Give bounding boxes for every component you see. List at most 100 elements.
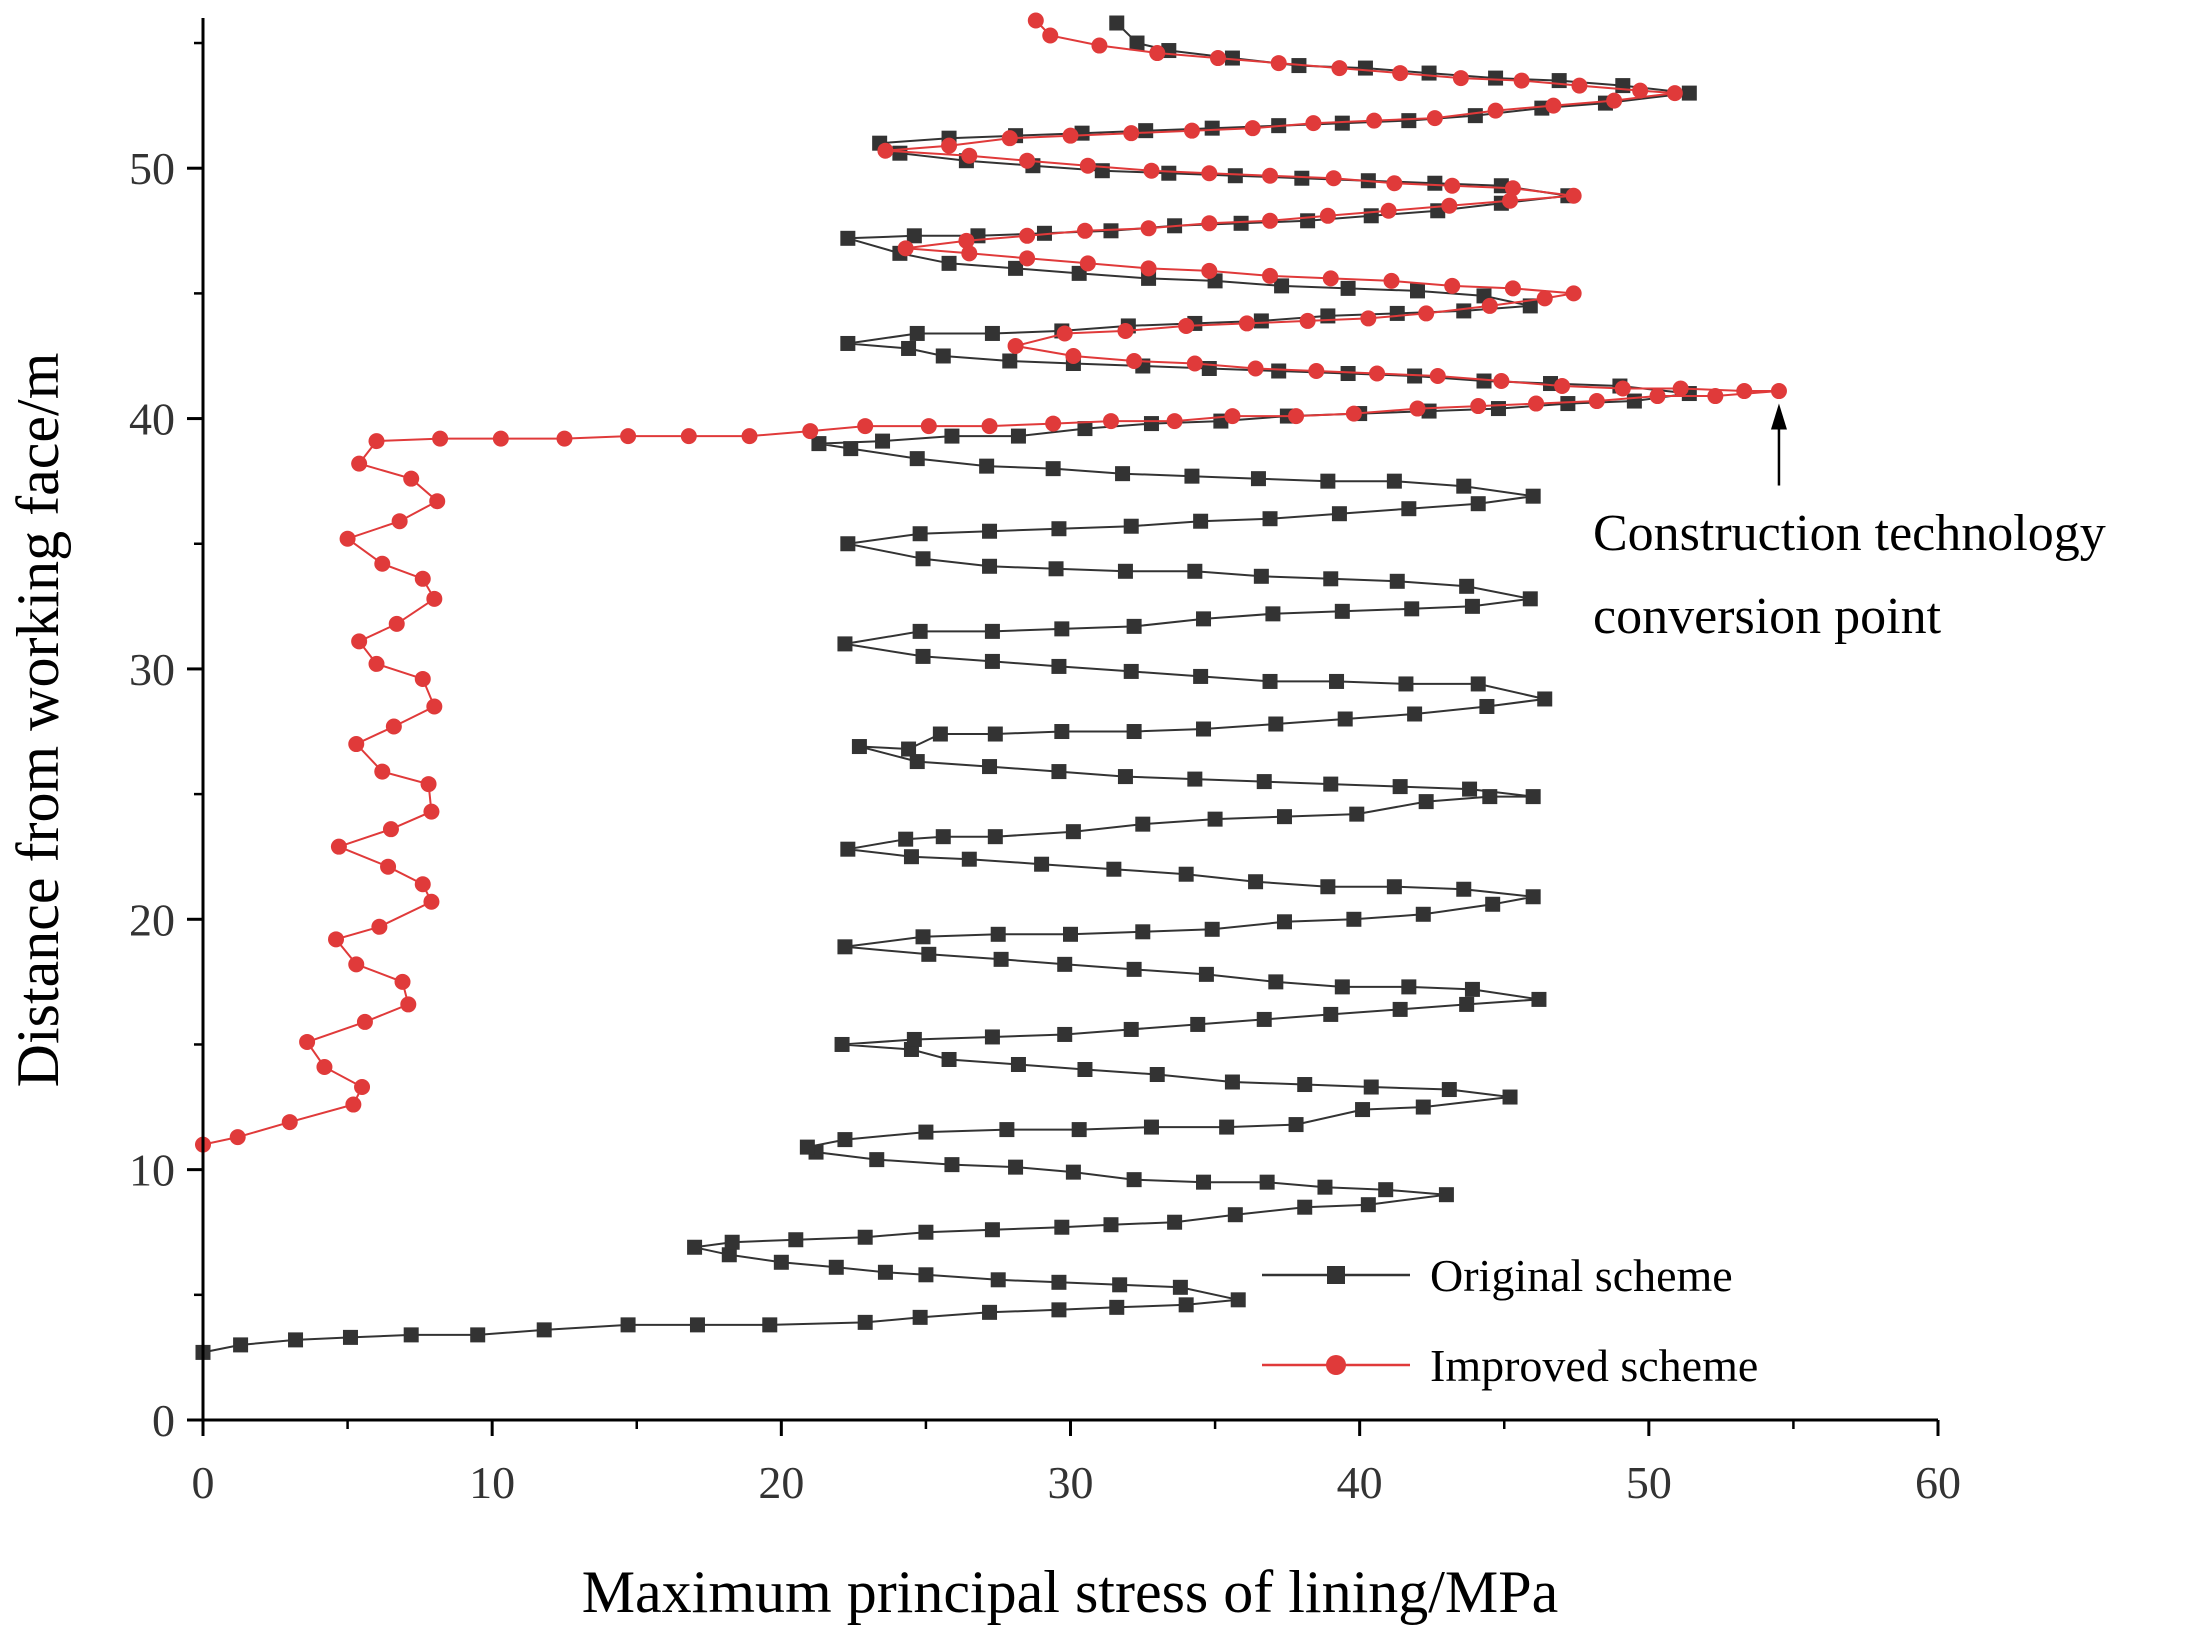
data-point-original-scheme bbox=[840, 335, 856, 351]
data-point-original-scheme bbox=[470, 1327, 486, 1343]
data-point-original-scheme bbox=[834, 1036, 850, 1052]
data-point-original-scheme bbox=[901, 340, 917, 356]
data-point-original-scheme bbox=[1389, 573, 1405, 589]
data-point-original-scheme bbox=[536, 1322, 552, 1338]
data-point-improved-scheme bbox=[1632, 82, 1649, 99]
data-point-improved-scheme bbox=[348, 956, 365, 973]
data-point-improved-scheme bbox=[1493, 373, 1510, 390]
data-point-original-scheme bbox=[840, 230, 856, 246]
data-point-original-scheme bbox=[1196, 721, 1212, 737]
data-point-original-scheme bbox=[935, 829, 951, 845]
data-point-improved-scheme bbox=[1409, 400, 1426, 417]
data-point-original-scheme bbox=[1462, 781, 1478, 797]
data-point-original-scheme bbox=[935, 348, 951, 364]
data-point-improved-scheme bbox=[414, 876, 431, 893]
data-point-improved-scheme bbox=[1487, 102, 1504, 119]
data-point-improved-scheme bbox=[1201, 262, 1218, 279]
data-point-original-scheme bbox=[1297, 1077, 1313, 1093]
data-point-improved-scheme bbox=[1045, 415, 1062, 432]
data-point-improved-scheme bbox=[1288, 408, 1305, 425]
data-point-original-scheme bbox=[1054, 1219, 1070, 1235]
data-point-original-scheme bbox=[1476, 373, 1492, 389]
data-point-original-scheme bbox=[1407, 706, 1423, 722]
data-point-original-scheme bbox=[1331, 506, 1347, 522]
data-point-improved-scheme bbox=[620, 428, 637, 445]
data-point-original-scheme bbox=[1008, 1159, 1024, 1175]
data-point-improved-scheme bbox=[1201, 215, 1218, 232]
data-point-original-scheme bbox=[342, 1329, 358, 1345]
data-point-improved-scheme bbox=[423, 803, 440, 820]
data-point-improved-scheme bbox=[299, 1033, 316, 1050]
y-tick-label: 40 bbox=[129, 394, 175, 445]
data-point-improved-scheme bbox=[1102, 413, 1119, 430]
data-point-original-scheme bbox=[1522, 298, 1538, 314]
data-point-improved-scheme bbox=[374, 763, 391, 780]
data-point-original-scheme bbox=[1363, 1079, 1379, 1095]
data-point-original-scheme bbox=[1207, 811, 1223, 827]
data-point-improved-scheme bbox=[1392, 65, 1409, 82]
data-point-original-scheme bbox=[1378, 1182, 1394, 1198]
x-tick-label: 40 bbox=[1337, 1457, 1383, 1508]
data-point-original-scheme bbox=[1271, 363, 1287, 379]
data-point-improved-scheme bbox=[1345, 405, 1362, 422]
data-point-original-scheme bbox=[875, 433, 891, 449]
data-point-improved-scheme bbox=[1042, 27, 1059, 44]
data-point-improved-scheme bbox=[1117, 322, 1134, 339]
data-point-improved-scheme bbox=[382, 821, 399, 838]
data-point-original-scheme bbox=[1615, 78, 1631, 94]
data-point-original-scheme bbox=[1386, 473, 1402, 489]
data-point-original-scheme bbox=[1103, 223, 1119, 239]
data-point-improved-scheme bbox=[1183, 122, 1200, 139]
x-tick-label: 60 bbox=[1915, 1457, 1961, 1508]
data-point-original-scheme bbox=[840, 841, 856, 857]
data-point-original-scheme bbox=[1106, 861, 1122, 877]
conversion-point-annotation: Construction technology conversion point bbox=[1593, 403, 2106, 645]
data-point-original-scheme bbox=[1346, 911, 1362, 927]
data-point-original-scheme bbox=[1172, 1279, 1188, 1295]
data-point-original-scheme bbox=[1320, 473, 1336, 489]
data-point-original-scheme bbox=[1117, 769, 1133, 785]
data-point-improved-scheme bbox=[1426, 110, 1443, 127]
data-point-original-scheme bbox=[906, 1031, 922, 1047]
data-point-improved-scheme bbox=[1140, 260, 1157, 277]
legend-label-original-scheme: Original scheme bbox=[1430, 1250, 1733, 1301]
data-point-improved-scheme bbox=[941, 137, 958, 154]
data-point-original-scheme bbox=[1193, 513, 1209, 529]
data-point-improved-scheme bbox=[388, 615, 405, 632]
data-point-original-scheme bbox=[1485, 896, 1501, 912]
data-point-original-scheme bbox=[1398, 676, 1414, 692]
data-point-original-scheme bbox=[1103, 1217, 1119, 1233]
x-axis-ticks: 0 10 20 30 40 50 60 bbox=[192, 1420, 1961, 1508]
series-improved-scheme bbox=[195, 12, 1787, 1153]
data-point-original-scheme bbox=[1334, 115, 1350, 131]
data-point-original-scheme bbox=[1135, 816, 1151, 832]
data-point-original-scheme bbox=[1268, 716, 1284, 732]
data-point-improved-scheme bbox=[1091, 37, 1108, 54]
data-point-improved-scheme bbox=[1565, 187, 1582, 204]
data-point-original-scheme bbox=[1184, 468, 1200, 484]
annotation-text-line2: conversion point bbox=[1593, 588, 1942, 645]
data-point-original-scheme bbox=[1256, 1011, 1272, 1027]
data-point-improved-scheme bbox=[680, 428, 697, 445]
data-point-improved-scheme bbox=[426, 590, 443, 607]
data-point-original-scheme bbox=[1410, 283, 1425, 299]
data-point-original-scheme bbox=[1456, 303, 1472, 319]
legend-item-improved-scheme: Improved scheme bbox=[1262, 1340, 1758, 1391]
data-point-original-scheme bbox=[1126, 1172, 1142, 1188]
x-tick-label: 20 bbox=[758, 1457, 804, 1508]
data-point-improved-scheme bbox=[857, 418, 874, 435]
data-point-improved-scheme bbox=[1383, 272, 1400, 289]
data-point-original-scheme bbox=[1470, 676, 1486, 692]
data-point-improved-scheme bbox=[420, 776, 437, 793]
data-point-original-scheme bbox=[1048, 561, 1064, 577]
data-point-improved-scheme bbox=[1027, 12, 1044, 29]
data-point-original-scheme bbox=[915, 648, 931, 664]
data-point-original-scheme bbox=[941, 255, 957, 271]
data-point-original-scheme bbox=[1256, 774, 1272, 790]
data-point-original-scheme bbox=[1401, 501, 1417, 517]
data-point-original-scheme bbox=[1531, 991, 1547, 1007]
data-point-improved-scheme bbox=[1126, 352, 1143, 369]
annotation-arrow-head bbox=[1770, 403, 1787, 430]
data-point-original-scheme bbox=[1349, 806, 1365, 822]
data-point-original-scheme bbox=[1522, 591, 1538, 607]
